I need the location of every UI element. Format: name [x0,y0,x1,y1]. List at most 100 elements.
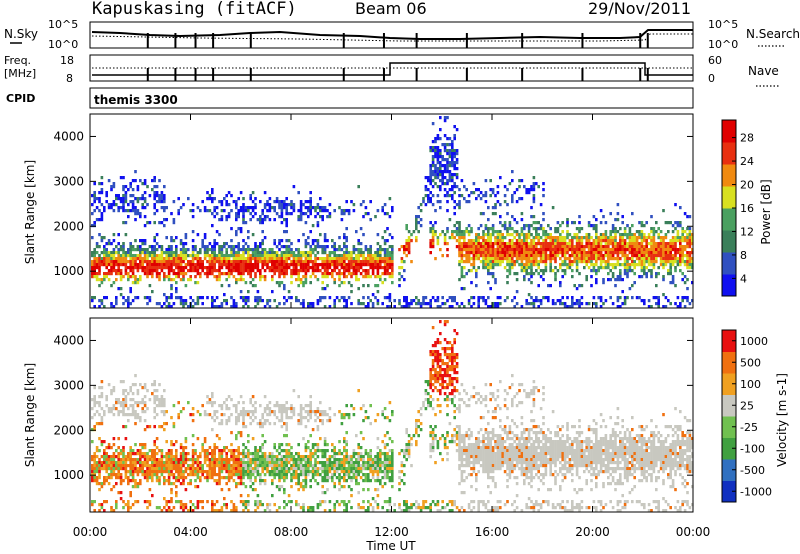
heatmap-cell [367,284,370,288]
heatmap-cell [609,233,612,237]
heatmap-cell [547,236,550,240]
heatmap-cell [436,149,440,153]
heatmap-cell [230,248,233,252]
heatmap-cell [227,284,231,288]
heatmap-cell [472,260,476,264]
heatmap-cell [679,242,682,246]
heatmap-cell [230,296,233,300]
heatmap-cell [292,257,296,261]
heatmap-cell [463,233,466,237]
heatmap-cell [119,461,123,465]
heatmap-cell [628,263,632,267]
heatmap-cell [146,389,149,393]
heatmap-cell [621,215,624,219]
heatmap-cell [232,449,236,453]
heatmap-cell [158,179,161,183]
heatmap-cell [595,263,598,267]
freq-trace [92,62,693,76]
heatmap-cell [105,464,108,468]
heatmap-cell [537,263,540,267]
heatmap-cell [499,254,502,258]
heatmap-cell [127,203,130,207]
heatmap-cell [609,254,612,258]
heatmap-cell [686,287,689,291]
heatmap-cell [263,464,267,468]
heatmap-cell [554,254,557,258]
heatmap-cell [268,206,272,210]
heatmap-cell [124,470,128,474]
heatmap-cell [686,236,689,240]
heatmap-cell [203,461,207,465]
heatmap-cell [278,485,281,489]
heatmap-cell [429,176,432,180]
heatmap-cell [232,470,236,474]
heatmap-cell [532,221,536,225]
heatmap-cell [350,254,353,258]
heatmap-cell [256,503,260,507]
heatmap-cell [242,218,245,222]
heatmap-cell [347,257,351,261]
heatmap-cell [326,215,329,219]
heatmap-cell [657,302,660,306]
heatmap-cell [491,260,495,264]
heatmap-cell [475,284,478,288]
heatmap-cell [479,197,483,201]
heatmap-cell [266,200,269,204]
heatmap-cell [304,212,308,216]
heatmap-cell [213,446,216,450]
heatmap-cell [225,470,228,474]
heatmap-cell [251,254,255,258]
heatmap-cell [112,263,116,267]
heatmap-cell [585,239,588,243]
heatmap-cell [662,263,665,267]
heatmap-cell [139,197,142,201]
heatmap-cell [508,242,512,246]
heatmap-cell [554,260,557,264]
heatmap-cell [256,254,260,258]
heatmap-cell [235,419,238,423]
heatmap-cell [160,260,164,264]
heatmap-cell [326,239,329,243]
heatmap-cell [501,254,504,258]
heatmap-cell [535,299,538,303]
heatmap-cell [105,251,108,255]
heatmap-cell [287,290,291,294]
heatmap-cell [561,242,564,246]
heatmap-cell [124,395,128,399]
heatmap-cell [275,455,279,459]
heatmap-cell [369,263,372,267]
heatmap-cell [153,467,156,471]
heatmap-cell [532,245,536,249]
heatmap-cell [619,251,622,255]
heatmap-cell [614,257,617,261]
heatmap-cell [184,452,188,456]
heatmap-cell [139,482,142,486]
heatmap-cell [604,263,608,267]
heatmap-cell [326,275,329,279]
heatmap-cell [362,200,365,204]
heatmap-cell [127,272,130,276]
heatmap-cell [172,254,176,258]
heatmap-cell [427,188,430,192]
heatmap-cell [115,500,118,504]
heatmap-cell [506,254,509,258]
heatmap-cell [494,248,497,252]
heatmap-cell [619,239,622,243]
heatmap-cell [179,473,183,477]
heatmap-cell [167,473,171,477]
heatmap-cell [292,209,296,213]
heatmap-cell [124,194,128,198]
heatmap-cell [98,257,101,261]
heatmap-cell [602,278,605,282]
heatmap-cell [614,245,617,249]
heatmap-cell [611,224,615,228]
heatmap-cell [117,254,120,258]
heatmap-cell [513,254,516,258]
heatmap-cell [112,251,116,255]
heatmap-cell [544,251,548,255]
heatmap-cell [230,467,233,471]
heatmap-cell [239,278,243,282]
heatmap-cell [331,257,334,261]
heatmap-cell [275,266,279,270]
heatmap-cell [134,416,137,420]
